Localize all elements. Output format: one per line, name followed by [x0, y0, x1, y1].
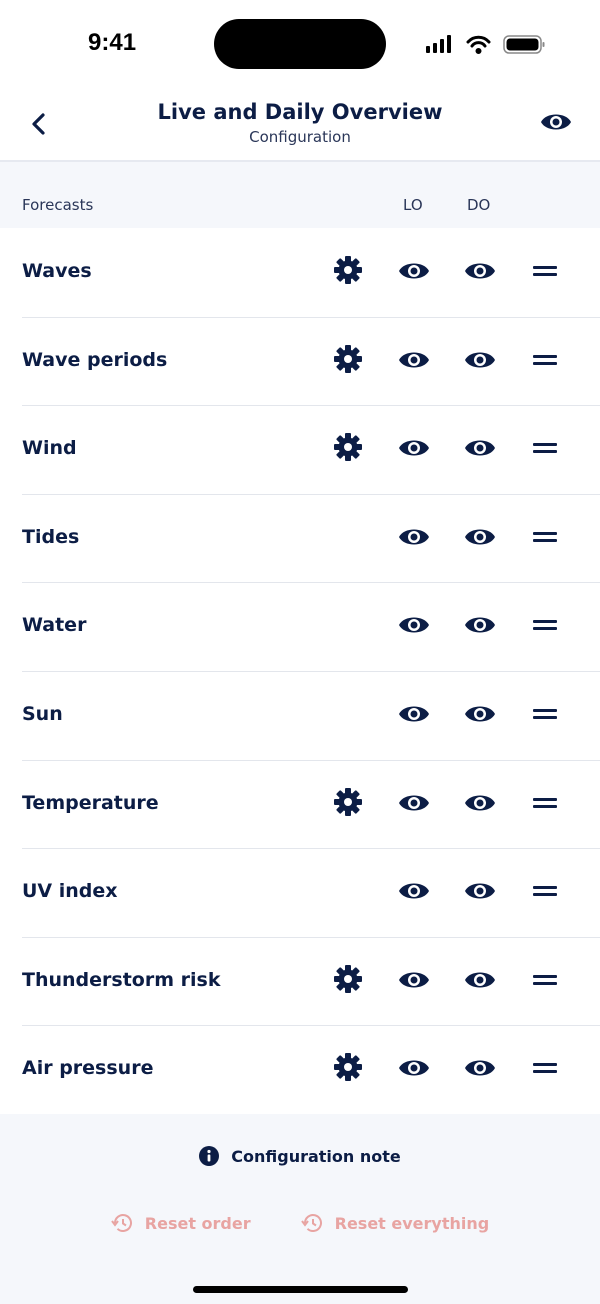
- preview-eye-icon[interactable]: [540, 110, 572, 134]
- drag-handle-icon[interactable]: [533, 617, 557, 633]
- drag-handle-icon[interactable]: [533, 972, 557, 988]
- forecast-label: Water: [22, 614, 87, 637]
- forecast-row: Wind: [0, 405, 600, 494]
- do-visibility-eye-icon[interactable]: [464, 525, 496, 549]
- settings-gear-icon[interactable]: [334, 344, 362, 373]
- reset-everything-label: Reset everything: [334, 1213, 490, 1233]
- forecast-row: Temperature: [0, 759, 600, 849]
- lo-visibility-eye-icon[interactable]: [398, 613, 430, 637]
- forecast-list: Waves Wave periods Wind Tides Water Sun Temper…: [0, 228, 600, 1114]
- do-visibility-eye-icon[interactable]: [464, 968, 496, 992]
- do-visibility-eye-icon[interactable]: [464, 348, 496, 372]
- back-icon[interactable]: [26, 110, 54, 138]
- configuration-note-label: Configuration note: [231, 1146, 401, 1166]
- reset-everything-button[interactable]: Reset everything: [300, 1212, 490, 1234]
- settings-gear-icon[interactable]: [334, 787, 362, 816]
- lo-visibility-eye-icon[interactable]: [398, 968, 430, 992]
- reset-order-button[interactable]: Reset order: [110, 1212, 251, 1234]
- forecast-row: Thunderstorm risk: [0, 936, 600, 1026]
- drag-handle-icon[interactable]: [533, 529, 557, 545]
- forecast-label: UV index: [22, 880, 118, 903]
- lo-visibility-eye-icon[interactable]: [398, 525, 430, 549]
- dynamic-island: [214, 19, 386, 69]
- status-bar: 9:41: [0, 0, 600, 88]
- forecast-row: UV index: [0, 848, 600, 937]
- forecast-label: Thunderstorm risk: [22, 968, 221, 991]
- do-visibility-eye-icon[interactable]: [464, 791, 496, 815]
- lo-visibility-eye-icon[interactable]: [398, 436, 430, 460]
- home-indicator[interactable]: [193, 1286, 408, 1293]
- forecast-label: Wave periods: [22, 348, 168, 371]
- lo-visibility-eye-icon[interactable]: [398, 1056, 430, 1080]
- do-visibility-eye-icon[interactable]: [464, 879, 496, 903]
- forecast-row: Water: [0, 582, 600, 671]
- lo-visibility-eye-icon[interactable]: [398, 348, 430, 372]
- lo-visibility-eye-icon[interactable]: [398, 259, 430, 283]
- drag-handle-icon[interactable]: [533, 440, 557, 456]
- do-visibility-eye-icon[interactable]: [464, 436, 496, 460]
- lo-visibility-eye-icon[interactable]: [398, 791, 430, 815]
- forecast-label: Temperature: [22, 791, 159, 814]
- drag-handle-icon[interactable]: [533, 352, 557, 368]
- forecast-row: Tides: [0, 493, 600, 583]
- wifi-icon: [466, 35, 491, 54]
- status-icons: [426, 35, 545, 54]
- forecast-row: Sun: [0, 670, 600, 760]
- settings-gear-icon[interactable]: [334, 433, 362, 462]
- info-icon: [199, 1146, 220, 1166]
- page-title: Live and Daily Overview: [157, 100, 443, 124]
- lo-visibility-eye-icon[interactable]: [398, 702, 430, 726]
- do-visibility-eye-icon[interactable]: [464, 259, 496, 283]
- lo-visibility-eye-icon[interactable]: [398, 879, 430, 903]
- do-visibility-eye-icon[interactable]: [464, 1056, 496, 1080]
- do-visibility-eye-icon[interactable]: [464, 613, 496, 637]
- forecast-label: Waves: [22, 260, 92, 282]
- drag-handle-icon[interactable]: [533, 1060, 557, 1076]
- forecast-label: Wind: [22, 437, 77, 460]
- drag-handle-icon[interactable]: [533, 795, 557, 811]
- history-icon: [110, 1214, 132, 1232]
- forecast-label: Air pressure: [22, 1057, 154, 1080]
- drag-handle-icon[interactable]: [533, 883, 557, 899]
- forecast-row: Wave periods: [0, 316, 600, 406]
- drag-handle-icon[interactable]: [533, 263, 557, 279]
- drag-handle-icon[interactable]: [533, 706, 557, 722]
- battery-icon: [503, 35, 545, 54]
- lo-column-header: LO: [403, 196, 423, 214]
- nav-header: Live and Daily Overview Configuration: [0, 88, 600, 162]
- do-column-header: DO: [467, 196, 491, 214]
- history-icon: [300, 1214, 322, 1232]
- page-subtitle: Configuration: [249, 128, 351, 146]
- reset-order-label: Reset order: [144, 1213, 251, 1233]
- settings-gear-icon[interactable]: [334, 256, 362, 284]
- forecast-label: Sun: [22, 702, 63, 725]
- configuration-note-button[interactable]: Configuration note: [0, 1146, 600, 1166]
- forecast-label: Tides: [22, 525, 80, 548]
- signal-icon: [426, 35, 451, 53]
- settings-gear-icon[interactable]: [334, 964, 362, 993]
- status-time: 9:41: [88, 29, 137, 56]
- settings-gear-icon[interactable]: [334, 1053, 362, 1082]
- forecast-row: Waves: [0, 228, 600, 317]
- do-visibility-eye-icon[interactable]: [464, 702, 496, 726]
- forecasts-column-header: Forecasts: [22, 196, 94, 214]
- forecast-row: Air pressure: [0, 1025, 600, 1114]
